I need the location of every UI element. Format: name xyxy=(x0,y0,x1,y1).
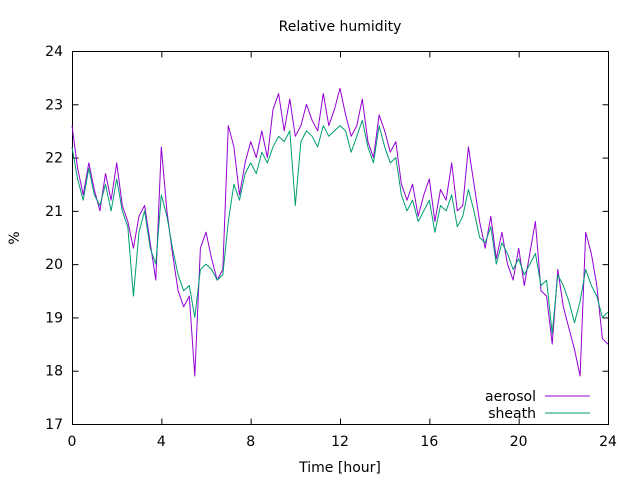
x-tick-label: 0 xyxy=(68,434,77,450)
x-axis-ticks: 0 4 8 12 16 20 24 xyxy=(68,51,617,450)
y-tick-label: 23 xyxy=(45,97,63,113)
y-tick-label: 20 xyxy=(45,257,63,273)
chart-title: Relative humidity xyxy=(279,19,402,35)
x-tick-label: 24 xyxy=(599,434,617,450)
y-tick-label: 24 xyxy=(45,44,63,60)
y-axis-ticks: 17 18 19 20 21 22 23 24 xyxy=(45,44,609,433)
x-axis-label: Time [hour] xyxy=(298,460,381,476)
y-tick-label: 22 xyxy=(45,151,63,167)
x-tick-label: 16 xyxy=(420,434,438,450)
x-tick-label: 8 xyxy=(246,434,255,450)
y-axis-label: % xyxy=(7,231,23,244)
x-tick-label: 4 xyxy=(157,434,166,450)
y-tick-label: 17 xyxy=(45,417,63,433)
series-layer xyxy=(71,87,609,377)
y-tick-label: 21 xyxy=(45,204,63,220)
y-tick-label: 18 xyxy=(45,364,63,380)
legend-label-sheath: sheath xyxy=(488,406,536,422)
series-line-aerosol xyxy=(71,87,609,377)
x-tick-label: 12 xyxy=(331,434,349,450)
y-tick-label: 19 xyxy=(45,310,63,326)
plot-frame xyxy=(72,51,609,425)
legend: aerosol sheath xyxy=(485,389,590,422)
x-tick-label: 20 xyxy=(510,434,528,450)
series-line-sheath xyxy=(71,119,609,334)
legend-label-aerosol: aerosol xyxy=(485,389,536,405)
